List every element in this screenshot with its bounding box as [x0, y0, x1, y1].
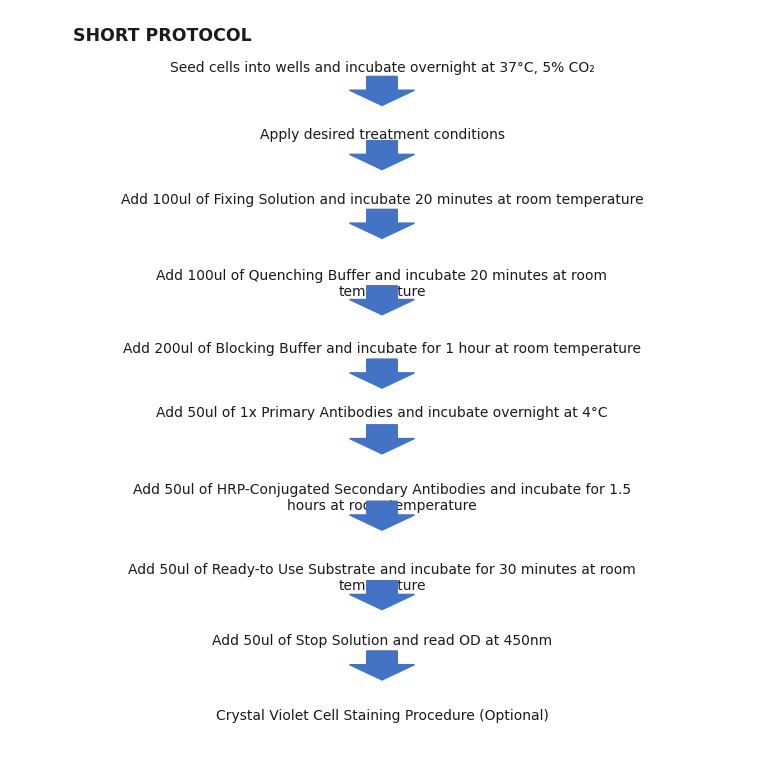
- Text: Seed cells into wells and incubate overnight at 37°C, 5% CO₂: Seed cells into wells and incubate overn…: [170, 61, 594, 75]
- FancyArrow shape: [350, 501, 414, 530]
- Text: Crystal Violet Cell Staining Procedure (Optional): Crystal Violet Cell Staining Procedure (…: [215, 709, 549, 723]
- Text: Add 50ul of Stop Solution and read OD at 450nm: Add 50ul of Stop Solution and read OD at…: [212, 634, 552, 648]
- FancyArrow shape: [350, 581, 414, 610]
- FancyArrow shape: [350, 76, 414, 105]
- Text: Add 100ul of Quenching Buffer and incubate 20 minutes at room
temperature: Add 100ul of Quenching Buffer and incuba…: [157, 269, 607, 299]
- FancyArrow shape: [350, 141, 414, 170]
- Text: Apply desired treatment conditions: Apply desired treatment conditions: [260, 128, 504, 141]
- Text: Add 50ul of HRP-Conjugated Secondary Antibodies and incubate for 1.5
hours at ro: Add 50ul of HRP-Conjugated Secondary Ant…: [133, 483, 631, 513]
- FancyArrow shape: [350, 651, 414, 680]
- Text: Add 50ul of Ready-to Use Substrate and incubate for 30 minutes at room
temperatu: Add 50ul of Ready-to Use Substrate and i…: [128, 563, 636, 594]
- Text: Add 50ul of 1x Primary Antibodies and incubate overnight at 4°C: Add 50ul of 1x Primary Antibodies and in…: [156, 406, 608, 420]
- Text: SHORT PROTOCOL: SHORT PROTOCOL: [73, 27, 251, 45]
- FancyArrow shape: [350, 359, 414, 388]
- FancyArrow shape: [350, 209, 414, 238]
- FancyArrow shape: [350, 425, 414, 454]
- Text: Add 200ul of Blocking Buffer and incubate for 1 hour at room temperature: Add 200ul of Blocking Buffer and incubat…: [123, 342, 641, 356]
- FancyArrow shape: [350, 286, 414, 315]
- Text: Add 100ul of Fixing Solution and incubate 20 minutes at room temperature: Add 100ul of Fixing Solution and incubat…: [121, 193, 643, 206]
